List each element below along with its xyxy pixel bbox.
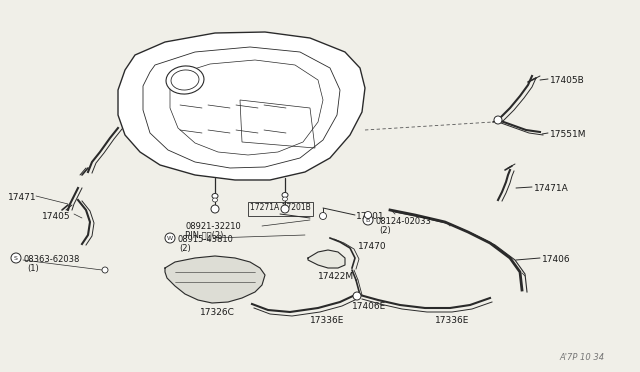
Circle shape — [281, 205, 289, 213]
Text: 08915-43810: 08915-43810 — [177, 235, 233, 244]
Text: 17422M: 17422M — [318, 272, 354, 281]
Ellipse shape — [282, 192, 288, 198]
Text: 17326C: 17326C — [200, 308, 235, 317]
Circle shape — [365, 212, 371, 218]
Text: 17551M: 17551M — [550, 130, 586, 139]
Text: (1): (1) — [27, 264, 39, 273]
Circle shape — [363, 215, 373, 225]
Text: 17271A 17201B: 17271A 17201B — [250, 203, 311, 212]
Text: 17336E: 17336E — [435, 316, 469, 325]
Text: A'7P 10 34: A'7P 10 34 — [560, 353, 605, 362]
Circle shape — [211, 205, 219, 213]
Text: 17470: 17470 — [358, 242, 387, 251]
Ellipse shape — [166, 66, 204, 94]
Text: 17406E: 17406E — [352, 302, 387, 311]
Circle shape — [353, 292, 361, 300]
Text: (2): (2) — [179, 244, 191, 253]
Polygon shape — [118, 32, 365, 180]
Circle shape — [165, 233, 175, 243]
Ellipse shape — [212, 198, 218, 202]
Text: 08124-02033: 08124-02033 — [375, 217, 431, 226]
Text: (2): (2) — [379, 226, 391, 235]
Circle shape — [319, 212, 326, 219]
Ellipse shape — [212, 193, 218, 199]
Text: 17471: 17471 — [8, 193, 36, 202]
Text: 17471A: 17471A — [534, 184, 569, 193]
Circle shape — [11, 253, 21, 263]
Text: PIN ピン(2): PIN ピン(2) — [185, 230, 223, 239]
Polygon shape — [165, 256, 265, 303]
Bar — [248, 202, 313, 216]
Text: 08921-32210: 08921-32210 — [185, 222, 241, 231]
Text: W: W — [167, 235, 173, 241]
Polygon shape — [118, 32, 365, 180]
Text: 17336E: 17336E — [310, 316, 344, 325]
Circle shape — [102, 267, 108, 273]
Text: 17406: 17406 — [542, 255, 571, 264]
Text: 08363-62038: 08363-62038 — [23, 255, 79, 264]
Text: S: S — [14, 256, 18, 260]
Ellipse shape — [282, 197, 287, 201]
Circle shape — [494, 116, 502, 124]
Polygon shape — [308, 250, 345, 268]
Text: 17405B: 17405B — [550, 76, 585, 85]
Ellipse shape — [171, 70, 199, 90]
Text: 17405: 17405 — [42, 212, 70, 221]
Text: B: B — [366, 218, 370, 222]
Text: 17201: 17201 — [356, 212, 385, 221]
